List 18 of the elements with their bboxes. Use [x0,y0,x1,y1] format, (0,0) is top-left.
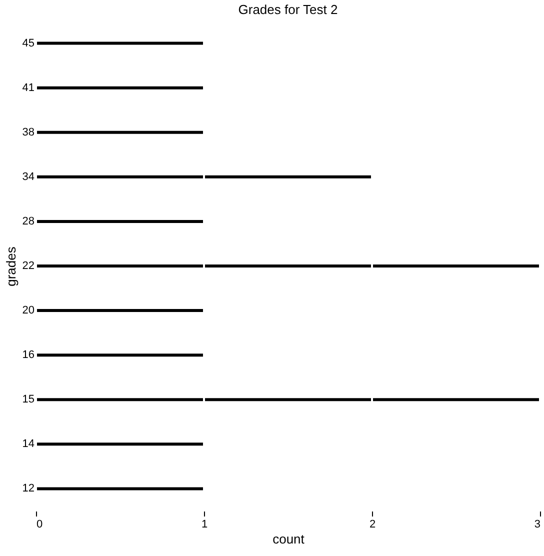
y-tick-label: 34 [22,170,34,183]
y-tick-label: 45 [22,37,34,50]
x-axis-title: count [272,532,305,546]
y-axis-title: grades [3,246,18,286]
y-tick-label: 16 [22,349,34,362]
x-tick-label: 0 [36,518,43,530]
y-tick-label: 12 [22,482,34,495]
x-tick-label: 1 [201,518,208,530]
x-tick-label: 3 [534,518,540,530]
y-tick-label: 22 [22,260,34,272]
y-tick-label: 28 [22,215,34,228]
chart-title: Grades for Test 2 [238,2,338,17]
y-tick-label: 15 [22,394,34,406]
y-tick-label: 41 [22,82,34,94]
y-tick-label: 20 [22,304,34,317]
y-tick-label: 38 [22,126,34,138]
x-tick-label: 2 [369,518,376,530]
y-tick-label: 14 [22,438,34,450]
